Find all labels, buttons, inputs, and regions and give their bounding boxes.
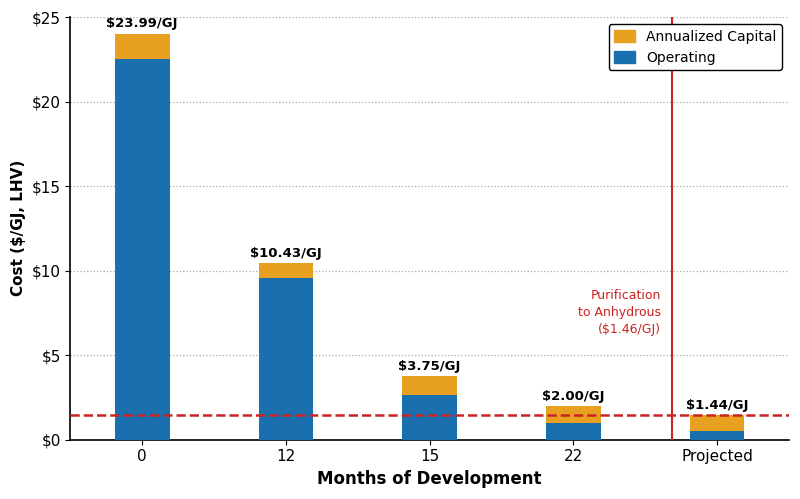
Bar xyxy=(546,406,601,423)
Bar xyxy=(115,34,170,59)
Y-axis label: Cost ($/GJ, LHV): Cost ($/GJ, LHV) xyxy=(11,160,26,296)
Text: $3.75/GJ: $3.75/GJ xyxy=(398,360,461,373)
Text: $1.44/GJ: $1.44/GJ xyxy=(686,399,748,412)
Text: $2.00/GJ: $2.00/GJ xyxy=(542,390,605,403)
Bar xyxy=(402,376,457,395)
Text: $23.99/GJ: $23.99/GJ xyxy=(106,17,178,30)
Bar xyxy=(115,59,170,440)
Text: $10.43/GJ: $10.43/GJ xyxy=(250,248,322,260)
Text: Purification
to Anhydrous
($1.46/GJ): Purification to Anhydrous ($1.46/GJ) xyxy=(578,289,661,336)
Bar xyxy=(258,278,314,440)
Bar xyxy=(690,415,744,431)
Bar xyxy=(258,263,314,278)
Legend: Annualized Capital, Operating: Annualized Capital, Operating xyxy=(609,24,782,70)
Bar xyxy=(546,423,601,440)
Bar xyxy=(402,395,457,440)
X-axis label: Months of Development: Months of Development xyxy=(318,470,542,488)
Bar xyxy=(690,431,744,440)
